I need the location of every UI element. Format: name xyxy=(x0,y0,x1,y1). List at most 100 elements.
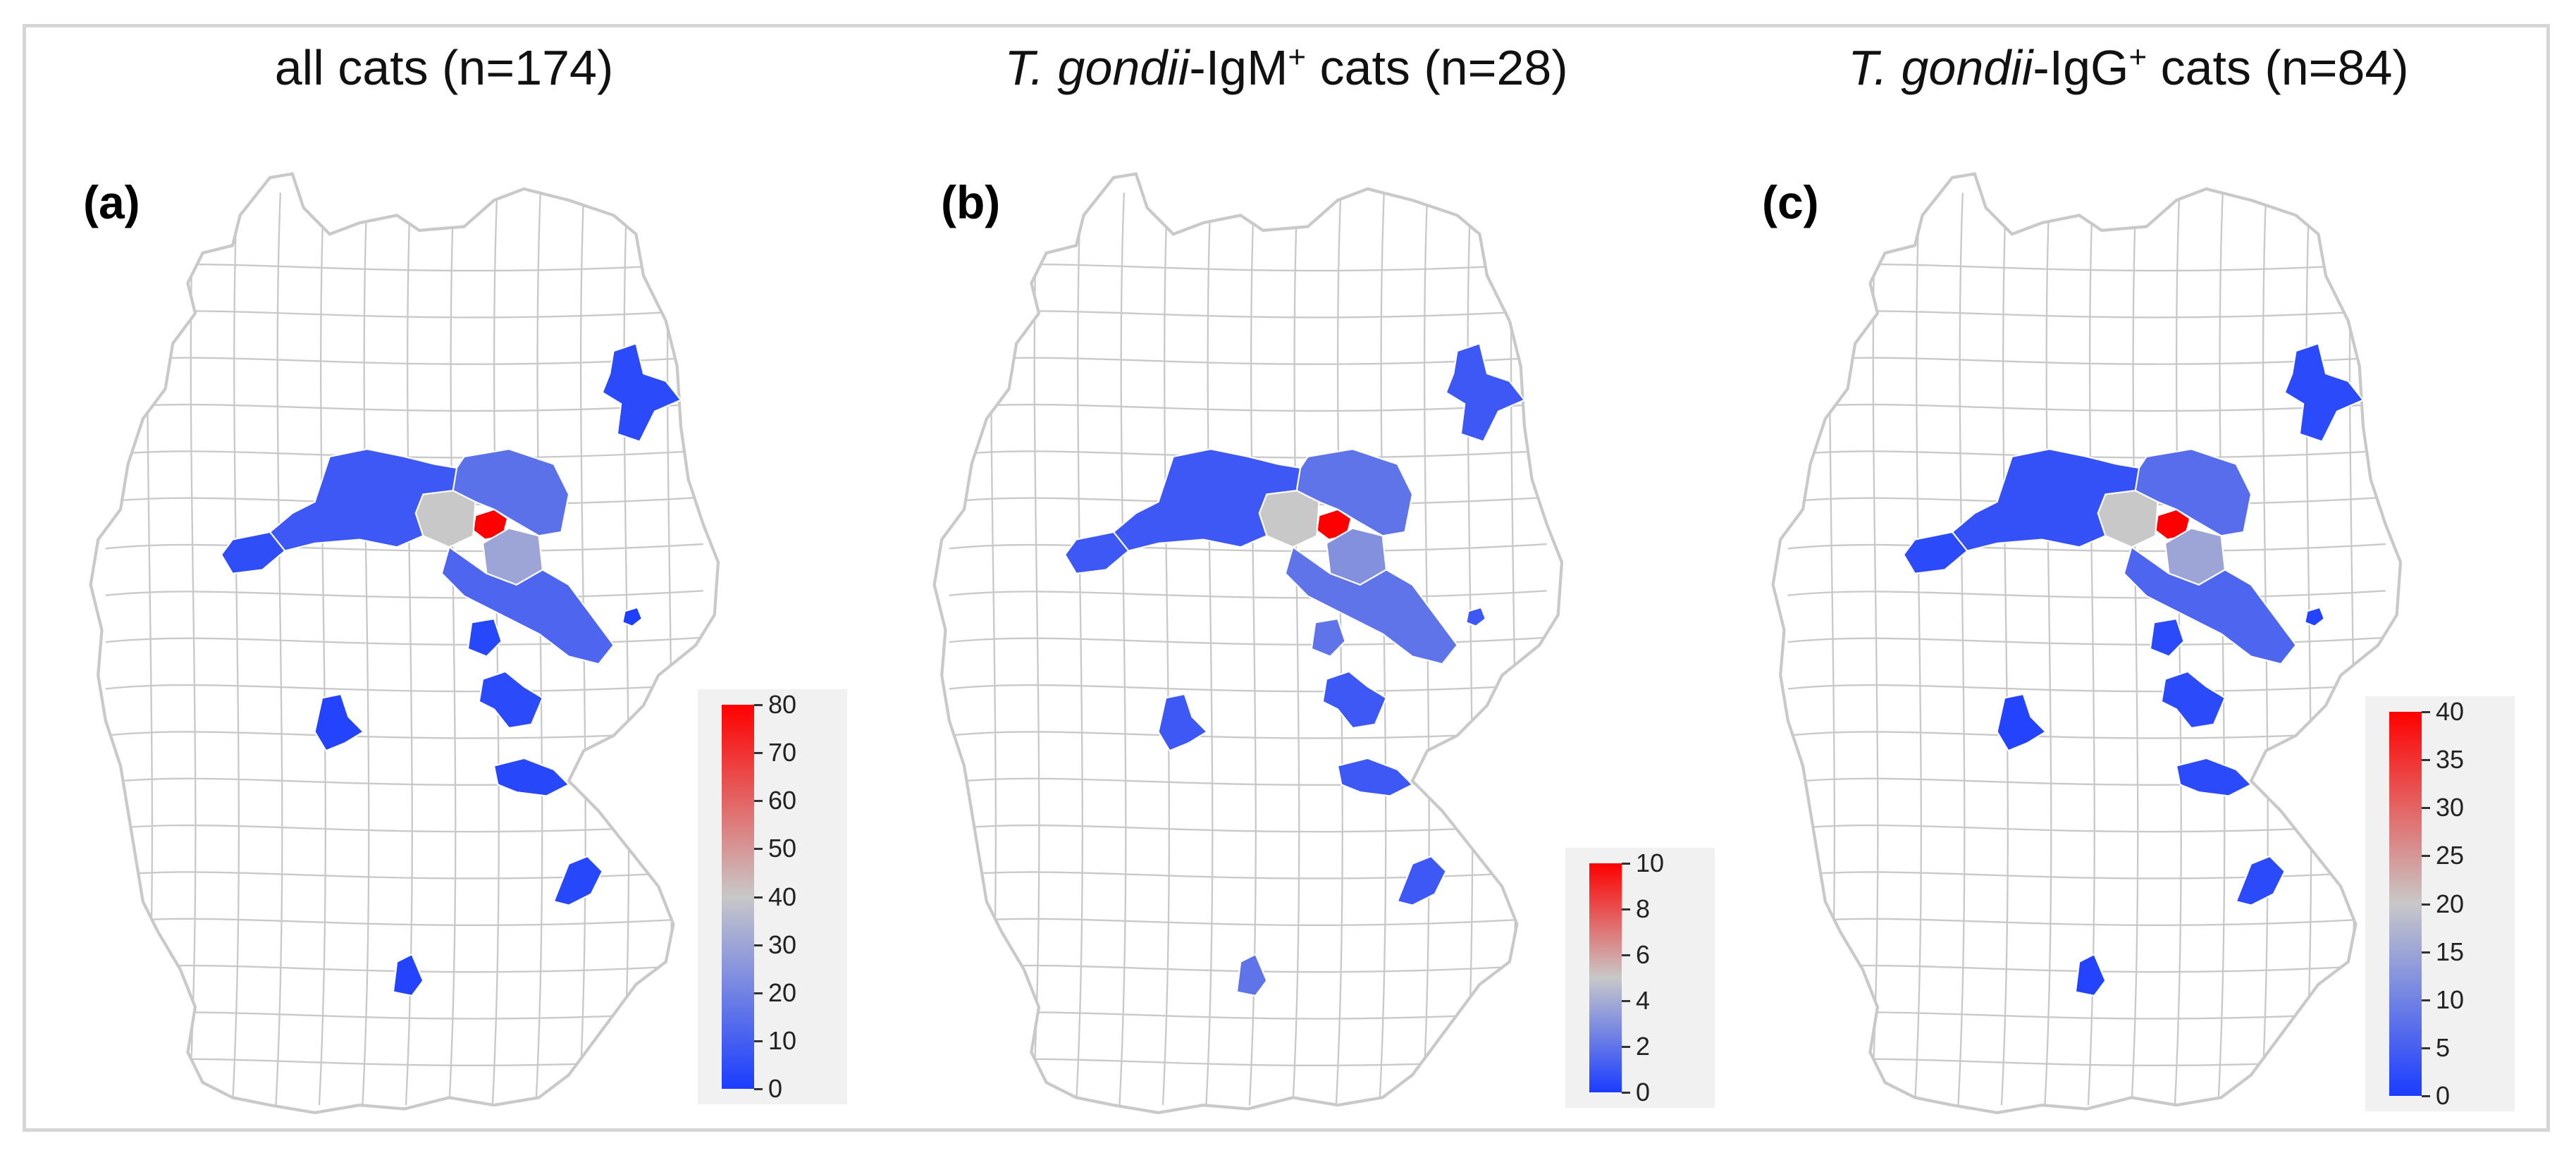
district-border xyxy=(1957,192,1966,1106)
district-border xyxy=(622,192,630,1106)
legend-tick-label: 30 xyxy=(768,930,797,959)
district-south-east-belt xyxy=(1284,545,1458,665)
panel-a-label: (a) xyxy=(83,176,140,228)
legend-tick-mark xyxy=(1622,1000,1630,1002)
legend-tick-mark xyxy=(754,800,763,803)
district-border xyxy=(105,402,703,412)
district-south-east-belt xyxy=(440,545,615,665)
legend-tick-mark xyxy=(754,1039,763,1042)
district-border xyxy=(949,917,1547,926)
legend-tick-label: 60 xyxy=(768,786,797,815)
legend-color-bar xyxy=(722,705,754,1089)
district-west-patch xyxy=(1157,693,1209,752)
panel-b-title: T. gondii-IgM+ cats (n=28) xyxy=(1004,39,1568,95)
legend-tick-label: 15 xyxy=(2436,937,2465,966)
panel-b: T. gondii-IgM+ cats (n=28) (b) xyxy=(870,24,1702,1132)
district-south-east-belt xyxy=(2123,545,2297,665)
district-border xyxy=(1292,192,1300,1106)
district-central-south-3 xyxy=(493,757,570,797)
district-south-patch xyxy=(2074,953,2107,997)
legend-tick-mark xyxy=(754,944,763,946)
legend-tick-mark xyxy=(2422,951,2430,954)
legend-tick-label: 10 xyxy=(768,1025,797,1055)
panel-b-title-species: T. gondii xyxy=(1004,40,1190,95)
legend-tick-label: 2 xyxy=(1636,1032,1651,1061)
district-border xyxy=(1787,823,2386,833)
district-border xyxy=(1161,192,1170,1106)
district-east-dot xyxy=(622,606,643,627)
legend-tick-label: 50 xyxy=(768,834,797,863)
legend-tick-label: 10 xyxy=(2436,985,2465,1014)
district-south-patch xyxy=(1235,953,1268,997)
district-border xyxy=(362,192,370,1106)
legend-tick-mark xyxy=(754,896,763,899)
legend-tick-mark xyxy=(2422,711,2430,713)
district-border xyxy=(1913,192,1923,1106)
legend-tick-label: 8 xyxy=(1636,894,1651,923)
legend-tick-label: 40 xyxy=(2436,697,2465,726)
legend-tick-mark xyxy=(754,752,763,755)
district-border xyxy=(949,683,1547,693)
district-northwest-ring xyxy=(269,448,458,552)
legend-tick-mark xyxy=(2422,855,2430,858)
district-border xyxy=(2304,192,2312,1106)
legend-tick-label: 10 xyxy=(1636,849,1665,877)
district-border xyxy=(105,683,703,693)
legend-tick-mark xyxy=(2422,807,2430,810)
district-border xyxy=(2000,192,2009,1106)
district-central-south-3 xyxy=(2175,757,2253,797)
legend-tick-label: 30 xyxy=(2436,793,2465,822)
legend-tick-mark xyxy=(754,848,763,851)
district-border xyxy=(949,450,1547,459)
legend-tick-label: 6 xyxy=(1636,940,1651,969)
district-north-east-patch xyxy=(2284,343,2365,443)
panel-c-label: (c) xyxy=(1762,176,1819,228)
district-central-south-1 xyxy=(1310,617,1346,658)
district-border xyxy=(105,917,703,926)
district-far-west-arm xyxy=(1064,531,1130,574)
district-central-south-3 xyxy=(1336,757,1414,797)
legend-tick-label: 70 xyxy=(768,738,797,767)
district-border xyxy=(275,192,283,1106)
panel-c-title: T. gondii-IgG+ cats (n=84) xyxy=(1848,39,2409,95)
district-border xyxy=(105,823,703,833)
district-border xyxy=(1787,402,2386,412)
legend-tick-mark xyxy=(2422,999,2430,1001)
legend-tick-mark xyxy=(1622,863,1630,865)
district-border xyxy=(448,192,457,1106)
district-central-south-1 xyxy=(467,617,503,658)
legend-tick-mark xyxy=(2422,1047,2430,1049)
district-northwest-ring xyxy=(1112,448,1302,552)
district-border xyxy=(1205,192,1214,1106)
figure-frame xyxy=(23,24,2550,1132)
district-south-east-patch xyxy=(553,855,603,906)
legend-tick-label: 20 xyxy=(768,977,797,1007)
legend-tick-label: 0 xyxy=(768,1074,783,1103)
district-border xyxy=(949,543,1547,553)
district-east-dot xyxy=(1465,606,1487,627)
legend-tick-label: 4 xyxy=(1636,986,1651,1015)
legend-tick-mark xyxy=(2422,1095,2430,1097)
panel-c: T. gondii-IgG+ cats (n=84) (c) xyxy=(1713,24,2544,1132)
district-border xyxy=(949,823,1547,833)
panel-b-label: (b) xyxy=(941,176,1001,228)
legend-tick-label: 80 xyxy=(768,690,797,719)
district-east-dot xyxy=(2304,606,2326,627)
legend-tick-label: 25 xyxy=(2436,841,2465,870)
district-central-south-1 xyxy=(2149,617,2185,658)
district-far-west-arm xyxy=(1902,531,1968,574)
district-border xyxy=(2044,192,2052,1106)
district-border xyxy=(1787,543,2386,553)
district-border xyxy=(231,192,240,1106)
district-border xyxy=(105,450,703,459)
legend-tick-mark xyxy=(754,1088,763,1090)
legend-tick-mark xyxy=(1622,954,1630,956)
district-central-south-2 xyxy=(478,670,544,729)
district-border xyxy=(1787,917,2386,926)
district-west-patch xyxy=(1996,693,2047,752)
legend-tick-label: 40 xyxy=(768,882,797,911)
district-border xyxy=(1465,192,1474,1106)
district-west-patch xyxy=(314,693,365,752)
